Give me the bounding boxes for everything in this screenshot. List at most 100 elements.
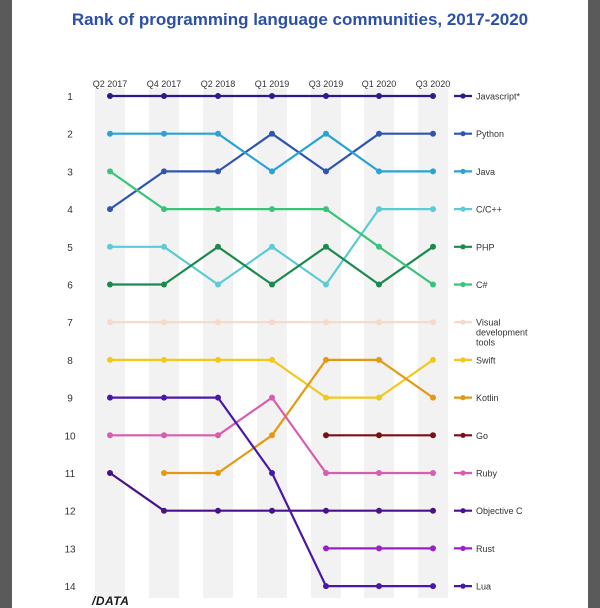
- legend-label: Go: [476, 431, 488, 441]
- series-point-3: [215, 281, 221, 288]
- series-line-8: [164, 358, 434, 475]
- series-point-0: [161, 93, 167, 99]
- series-point-7: [161, 356, 167, 363]
- legend-swatch-dot-2: [460, 168, 466, 174]
- legend-label: Swift: [476, 355, 496, 365]
- y-tick-label: 4: [67, 205, 73, 216]
- x-tick-label: Q4 2017: [147, 79, 182, 89]
- y-tick-label: 9: [67, 394, 73, 405]
- series-point-2: [269, 168, 275, 175]
- series-point-2: [376, 168, 382, 175]
- series-point-5: [430, 281, 436, 288]
- series-point-5: [269, 206, 275, 213]
- legend-swatch-dot-0: [460, 93, 466, 99]
- series-point-10: [107, 432, 113, 439]
- rank-chart: Q2 2017 Q4 2017 Q2 2018 Q1 2019 Q3 2019 Q1 20…: [64, 79, 528, 598]
- series-point-4: [215, 243, 221, 250]
- legend-label: tools: [476, 338, 496, 348]
- series-point-12: [430, 545, 436, 552]
- y-tick-label: 13: [64, 544, 76, 555]
- x-tick-label: Q3 2019: [309, 79, 344, 89]
- series-point-1: [215, 168, 221, 175]
- series-point-6: [107, 319, 113, 326]
- legend-swatch-dot-11: [460, 508, 466, 514]
- legend-swatch-dot-1: [460, 131, 466, 137]
- series-point-8: [323, 356, 329, 363]
- x-tick-label: Q2 2018: [201, 79, 236, 89]
- series-point-10: [430, 470, 436, 476]
- legend-label: development: [476, 328, 528, 338]
- series-point-4: [161, 281, 167, 288]
- legend-label: C/C++: [476, 205, 502, 215]
- chart-title: Rank of programming language communities…: [71, 10, 529, 29]
- series-point-10: [161, 432, 167, 439]
- series-point-11: [161, 507, 167, 514]
- legend-swatch-dot-13: [460, 583, 466, 589]
- series-point-11: [215, 507, 221, 514]
- series-point-2: [107, 130, 113, 137]
- series-point-9: [323, 432, 329, 439]
- column-band-1: [149, 88, 179, 598]
- series-point-3: [107, 243, 113, 250]
- legend-label: C#: [476, 280, 488, 290]
- series-point-7: [107, 356, 113, 363]
- legend-label: Kotlin: [476, 393, 499, 403]
- series-point-4: [430, 243, 436, 250]
- x-tick-label: Q3 2020: [416, 79, 451, 89]
- legend-swatch-dot-7: [460, 357, 466, 363]
- series-point-2: [215, 130, 221, 137]
- series-point-3: [269, 243, 275, 250]
- series-point-13: [323, 583, 329, 590]
- y-tick-label: 3: [67, 167, 73, 178]
- series-point-2: [323, 130, 329, 137]
- series-point-0: [215, 93, 221, 99]
- legend-label: Visual: [476, 318, 500, 328]
- y-tick-label: 11: [65, 469, 76, 480]
- legend-label: Python: [476, 129, 504, 139]
- legend-swatch-dot-6: [460, 319, 466, 325]
- series-point-5: [323, 206, 329, 213]
- series-point-11: [323, 507, 329, 514]
- y-tick-label: 5: [67, 243, 73, 254]
- series-point-1: [107, 206, 113, 213]
- series-point-1: [161, 168, 167, 175]
- series-point-8: [161, 470, 167, 476]
- series-point-7: [323, 394, 329, 401]
- series-point-6: [323, 319, 329, 326]
- series-point-12: [323, 545, 329, 552]
- series-point-0: [430, 93, 436, 99]
- series-point-11: [376, 507, 382, 514]
- series-point-6: [430, 319, 436, 326]
- legend-swatch-dot-9: [460, 432, 466, 438]
- series-point-9: [430, 432, 436, 439]
- y-tick-label: 2: [67, 130, 73, 141]
- series-point-13: [161, 394, 167, 401]
- series-point-5: [215, 206, 221, 213]
- y-tick-label: 6: [67, 281, 73, 292]
- series-point-4: [323, 243, 329, 250]
- series-point-2: [430, 168, 436, 175]
- series-point-3: [161, 243, 167, 250]
- series-point-13: [215, 394, 221, 401]
- series-point-7: [269, 356, 275, 363]
- x-tick-label: Q2 2017: [93, 79, 128, 89]
- series-point-4: [269, 281, 275, 288]
- series-point-1: [376, 130, 382, 137]
- legend-swatch-dot-4: [460, 244, 466, 250]
- y-tick-label: 7: [67, 318, 73, 329]
- series-point-3: [323, 281, 329, 288]
- legend-label: Ruby: [476, 469, 498, 479]
- series-point-5: [161, 206, 167, 213]
- legend-swatch-dot-8: [460, 395, 466, 401]
- y-tick-label: 8: [67, 356, 73, 367]
- series-point-0: [376, 93, 382, 99]
- series-point-9: [376, 432, 382, 439]
- y-tick-label: 12: [64, 507, 76, 518]
- series-point-7: [430, 356, 436, 363]
- y-tick-label: 14: [64, 582, 76, 593]
- series-point-7: [376, 394, 382, 401]
- y-tick-label: 10: [64, 431, 76, 442]
- series-point-8: [430, 394, 436, 401]
- legend-label: Lua: [476, 582, 491, 592]
- x-tick-label: Q1 2020: [362, 79, 397, 89]
